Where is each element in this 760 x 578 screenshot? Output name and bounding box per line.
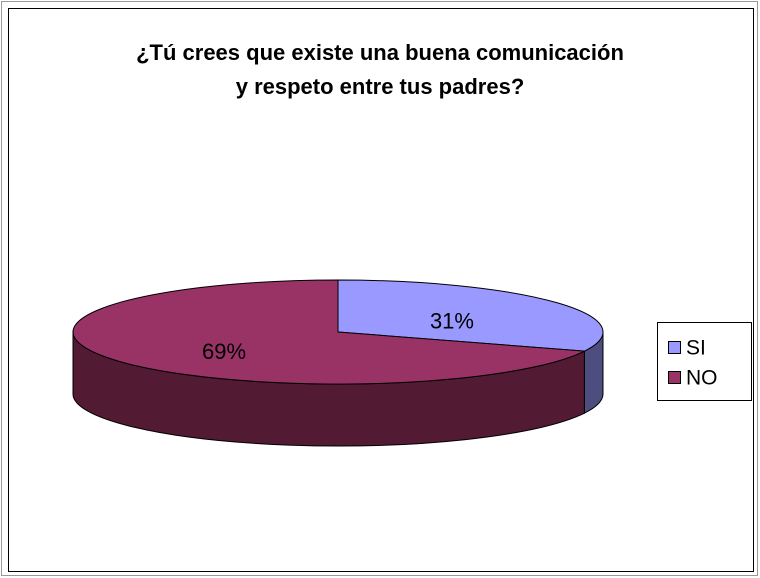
chart-title: ¿Tú crees que existe una buena comunicac… [136, 40, 624, 99]
legend-label: SI [686, 337, 706, 360]
legend-items: SI NO [668, 337, 718, 390]
legend-label: NO [686, 367, 718, 390]
legend-swatch [668, 341, 681, 354]
slice [337, 279, 604, 352]
legend [657, 322, 752, 401]
slice [72, 279, 587, 385]
data-label: 31% [430, 309, 474, 334]
data-label: 69% [202, 339, 246, 364]
chart-area [8, 8, 754, 572]
pie: 31% 69% [72, 279, 604, 447]
legend-swatch [668, 371, 681, 384]
